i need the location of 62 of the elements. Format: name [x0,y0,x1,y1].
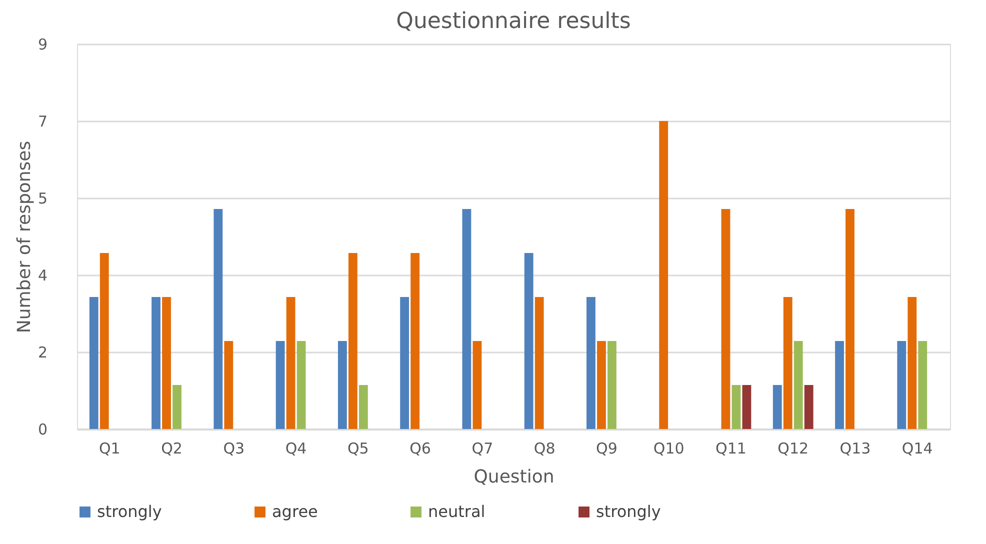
chart-title: Questionnaire results [396,9,631,34]
bar [846,209,854,429]
bar [296,341,306,429]
bar [172,385,182,429]
bar [742,385,752,429]
bar [214,209,223,429]
x-tick-label: Q8 [534,440,556,458]
y-tick-label: 5 [38,190,48,208]
bar [348,253,358,429]
x-tick-label: Q6 [410,440,431,458]
bar [804,385,814,429]
bar [835,341,844,429]
bar [897,341,906,429]
bar [162,297,171,429]
bar [534,297,544,429]
legend-label: agree [272,502,318,521]
y-axis-title: Number of responses [14,140,35,334]
bar [732,385,741,429]
bar [286,297,296,429]
bar [794,341,803,429]
bar [89,297,98,429]
bar [772,385,782,429]
bar [400,297,410,429]
legend-label: strongly [97,502,162,521]
y-tick-label: 4 [38,266,48,284]
bar [472,341,482,429]
bar [524,253,534,429]
x-axis-title: Question [474,466,554,488]
bar [908,297,917,429]
bar [659,121,668,429]
x-tick-label: Q9 [596,440,618,458]
bar [410,253,420,429]
bar [276,341,285,429]
bar [918,341,928,429]
y-tick-label: 0 [38,420,48,438]
x-tick-label: Q11 [716,440,746,458]
legend-label: strongly [596,502,661,521]
y-tick-label: 2 [38,344,48,362]
bar [597,341,606,429]
bar [338,341,347,429]
bar [224,341,234,429]
legend-label: neutral [428,502,486,521]
x-tick-label: Q14 [902,440,933,458]
bar [607,341,616,429]
x-tick-label: Q5 [347,440,369,458]
x-tick-label: Q12 [778,440,809,458]
bar [100,253,109,429]
bar [152,297,160,429]
x-tick-label: Q13 [840,440,871,458]
x-tick-label: Q2 [161,440,182,458]
bar [462,209,472,429]
bar [721,209,730,429]
bar [586,297,596,429]
x-tick-label: Q1 [98,440,120,458]
y-tick-label: 7 [38,112,48,130]
bar [783,297,792,429]
y-tick-label: 9 [38,36,48,54]
x-tick-label: Q7 [472,440,494,458]
bar [358,385,368,429]
x-tick-label: Q4 [285,440,307,458]
x-tick-label: Q3 [223,440,245,458]
x-tick-label: Q10 [653,440,684,458]
